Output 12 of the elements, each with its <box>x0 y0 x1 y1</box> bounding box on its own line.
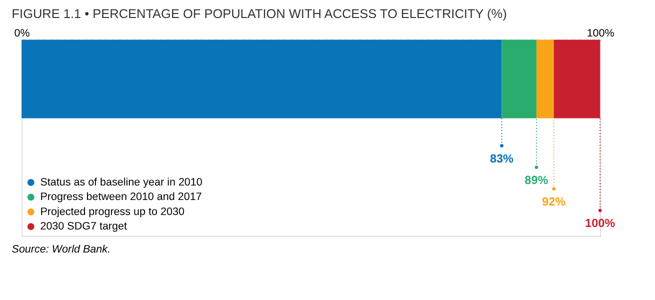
annotation: 89% <box>524 174 549 187</box>
x-tick-label: 0% <box>14 27 30 40</box>
annotation: 92% <box>542 196 566 209</box>
legend-label: Progress between 2010 and 2017 <box>40 191 202 204</box>
annotation: 83% <box>490 152 514 166</box>
bar <box>22 40 502 118</box>
legend-label: 2030 SDG7 target <box>40 220 127 233</box>
legend-label: Projected progress up to 2030 <box>40 206 184 218</box>
annotation: 100% <box>585 217 616 230</box>
chart-title: FIGURE 1.1 • PERCENTAGE OF POPULATION WITH ACCESS TO ELECTRICITY (%) <box>12 6 507 22</box>
legend-label: Status as of baseline year in 2010 <box>40 176 202 188</box>
source-note: Source: World Bank. <box>12 244 110 256</box>
